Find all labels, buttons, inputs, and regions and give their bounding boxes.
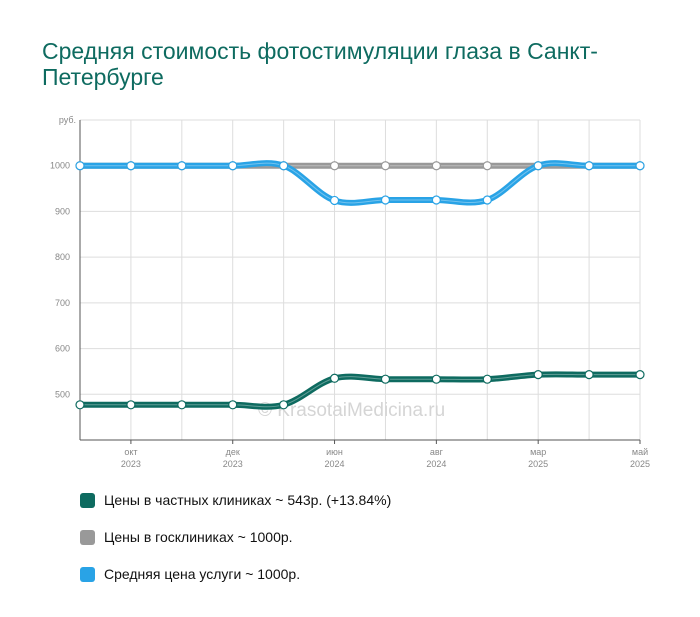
- y-tick-label: 900: [55, 206, 70, 216]
- data-point-private: [482, 374, 492, 384]
- data-point-private: [279, 400, 289, 410]
- line-chart: 500 600 700 800 900 1000 руб. окт 2023 дек 2023 июн…: [50, 115, 650, 469]
- legend: Цены в частных клиниках ~ 543р. (+13.84%…: [80, 490, 391, 601]
- y-tick-label: 500: [55, 389, 70, 399]
- legend-label-public: Цены в госклиниках ~ 1000р.: [104, 529, 293, 545]
- data-point-average: [431, 195, 441, 205]
- x-tick-year: 2024: [325, 459, 345, 469]
- data-point-private: [228, 400, 238, 410]
- data-point-public: [380, 161, 391, 171]
- series-lines: [77, 160, 643, 410]
- series-line-highlight-average: [80, 162, 640, 204]
- x-tick-year: 2023: [121, 459, 141, 469]
- series-line-average: [77, 160, 643, 206]
- legend-swatch-public: [80, 529, 95, 545]
- legend-swatch-private: [80, 492, 95, 508]
- data-point-average: [126, 161, 136, 171]
- x-tick-month: дек: [226, 447, 240, 457]
- legend-item-average[interactable]: Средняя цена услуги ~ 1000р.: [80, 564, 391, 584]
- data-points: [75, 161, 645, 410]
- data-point-public: [482, 161, 492, 171]
- data-point-average: [380, 195, 391, 205]
- data-point-average: [482, 195, 492, 205]
- data-point-average: [329, 195, 340, 206]
- data-point-average: [75, 161, 85, 171]
- y-tick-label: 800: [55, 252, 70, 262]
- data-point-private: [584, 370, 594, 380]
- legend-swatch-average: [80, 566, 95, 582]
- data-point-private: [533, 370, 543, 380]
- y-tick-label: 700: [55, 298, 70, 308]
- data-point-private: [431, 374, 441, 384]
- chart-title: Средняя стоимость фотостимуляции глаза в…: [42, 38, 598, 90]
- data-point-average: [279, 161, 289, 171]
- data-point-private: [380, 374, 391, 384]
- x-tick-year: 2024: [426, 459, 446, 469]
- legend-item-public[interactable]: Цены в госклиниках ~ 1000р.: [80, 527, 391, 547]
- y-tick-label: 600: [55, 344, 70, 354]
- x-tick-month: окт: [124, 447, 137, 457]
- data-point-average: [533, 161, 543, 171]
- x-tick-month: авг: [430, 447, 444, 457]
- data-point-average: [228, 161, 238, 171]
- data-point-private: [75, 400, 85, 410]
- x-tick-month: июн: [326, 447, 343, 457]
- x-tick-year: 2025: [528, 459, 548, 469]
- data-point-average: [635, 161, 645, 171]
- legend-label-average: Средняя цена услуги ~ 1000р.: [104, 566, 301, 582]
- x-tick-month: май: [632, 447, 648, 457]
- y-unit-label: руб.: [59, 115, 76, 125]
- data-point-private: [635, 370, 645, 380]
- x-tick-month: мар: [530, 447, 546, 457]
- data-point-private: [126, 400, 136, 410]
- data-point-public: [431, 161, 441, 171]
- legend-label-private: Цены в частных клиниках ~ 543р. (+13.84%…: [104, 492, 392, 508]
- watermark: © KrasotaiMedicina.ru: [258, 400, 445, 421]
- y-tick-label: 1000: [50, 161, 70, 171]
- legend-item-private[interactable]: Цены в частных клиниках ~ 543р. (+13.84%…: [80, 490, 391, 510]
- axes: 500 600 700 800 900 1000 руб. окт 2023 дек 2023 июн…: [50, 115, 650, 469]
- data-point-average: [584, 161, 594, 171]
- data-point-average: [177, 161, 187, 171]
- data-point-public: [329, 161, 340, 171]
- data-point-private: [177, 400, 187, 410]
- x-tick-year: 2023: [223, 459, 243, 469]
- data-point-private: [329, 373, 340, 383]
- x-tick-year: 2025: [630, 459, 650, 469]
